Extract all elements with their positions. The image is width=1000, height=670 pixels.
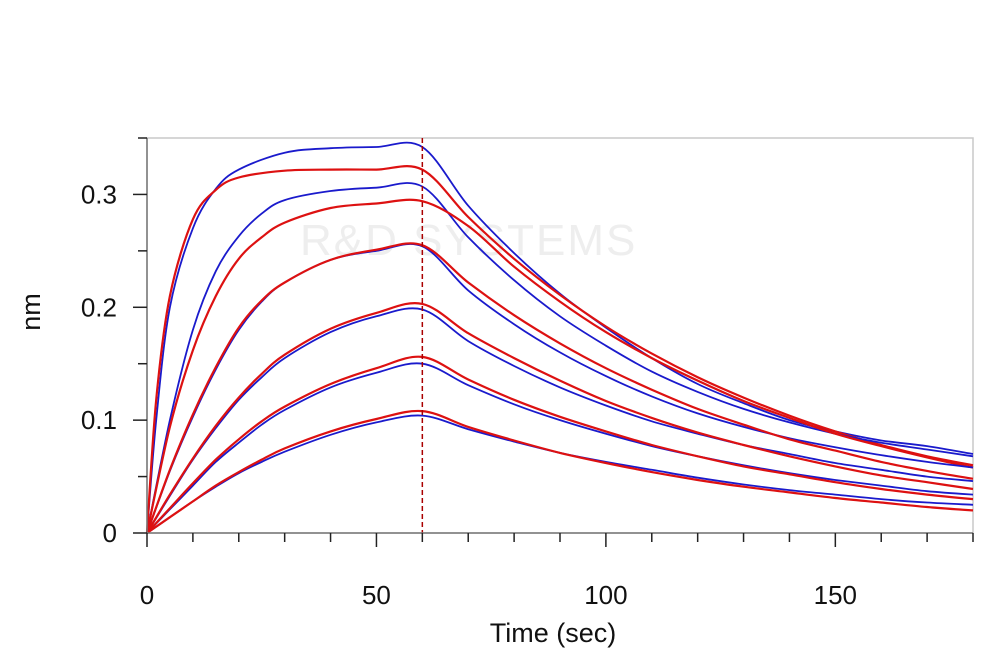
y-tick-label: 0: [103, 518, 117, 548]
series-layer: [145, 141, 974, 534]
axes-layer: 0 50 100 150 0 0.1 0.2 0.3: [81, 137, 974, 610]
fit-curve-3: [145, 242, 974, 534]
fit-curve-4: [146, 302, 974, 534]
y-axis-label: nm: [16, 293, 46, 331]
y-tick-label: 0.3: [81, 179, 117, 209]
measured-curve-6: [146, 414, 974, 534]
fit-curve-6: [146, 409, 974, 534]
fit-curve-2: [145, 198, 974, 534]
x-axis-label: Time (sec): [490, 618, 617, 648]
x-tick-label: 50: [362, 580, 391, 610]
measured-curve-1: [146, 141, 974, 534]
y-tick-label: 0.2: [81, 292, 117, 322]
watermark-text: R&D SYSTEMS: [300, 216, 637, 265]
x-tick-label: 0: [140, 580, 154, 610]
x-tick-label: 150: [814, 580, 857, 610]
measured-curve-2: [146, 182, 974, 534]
measured-curve-3: [146, 243, 974, 534]
y-tick-label: 0.1: [81, 405, 117, 435]
fit-curve-5: [146, 355, 974, 534]
fit-curve-1: [145, 165, 974, 534]
measured-curve-5: [146, 362, 974, 534]
x-tick-label: 100: [584, 580, 627, 610]
measured-curve-4: [146, 307, 974, 534]
plot-frame: [146, 137, 974, 534]
